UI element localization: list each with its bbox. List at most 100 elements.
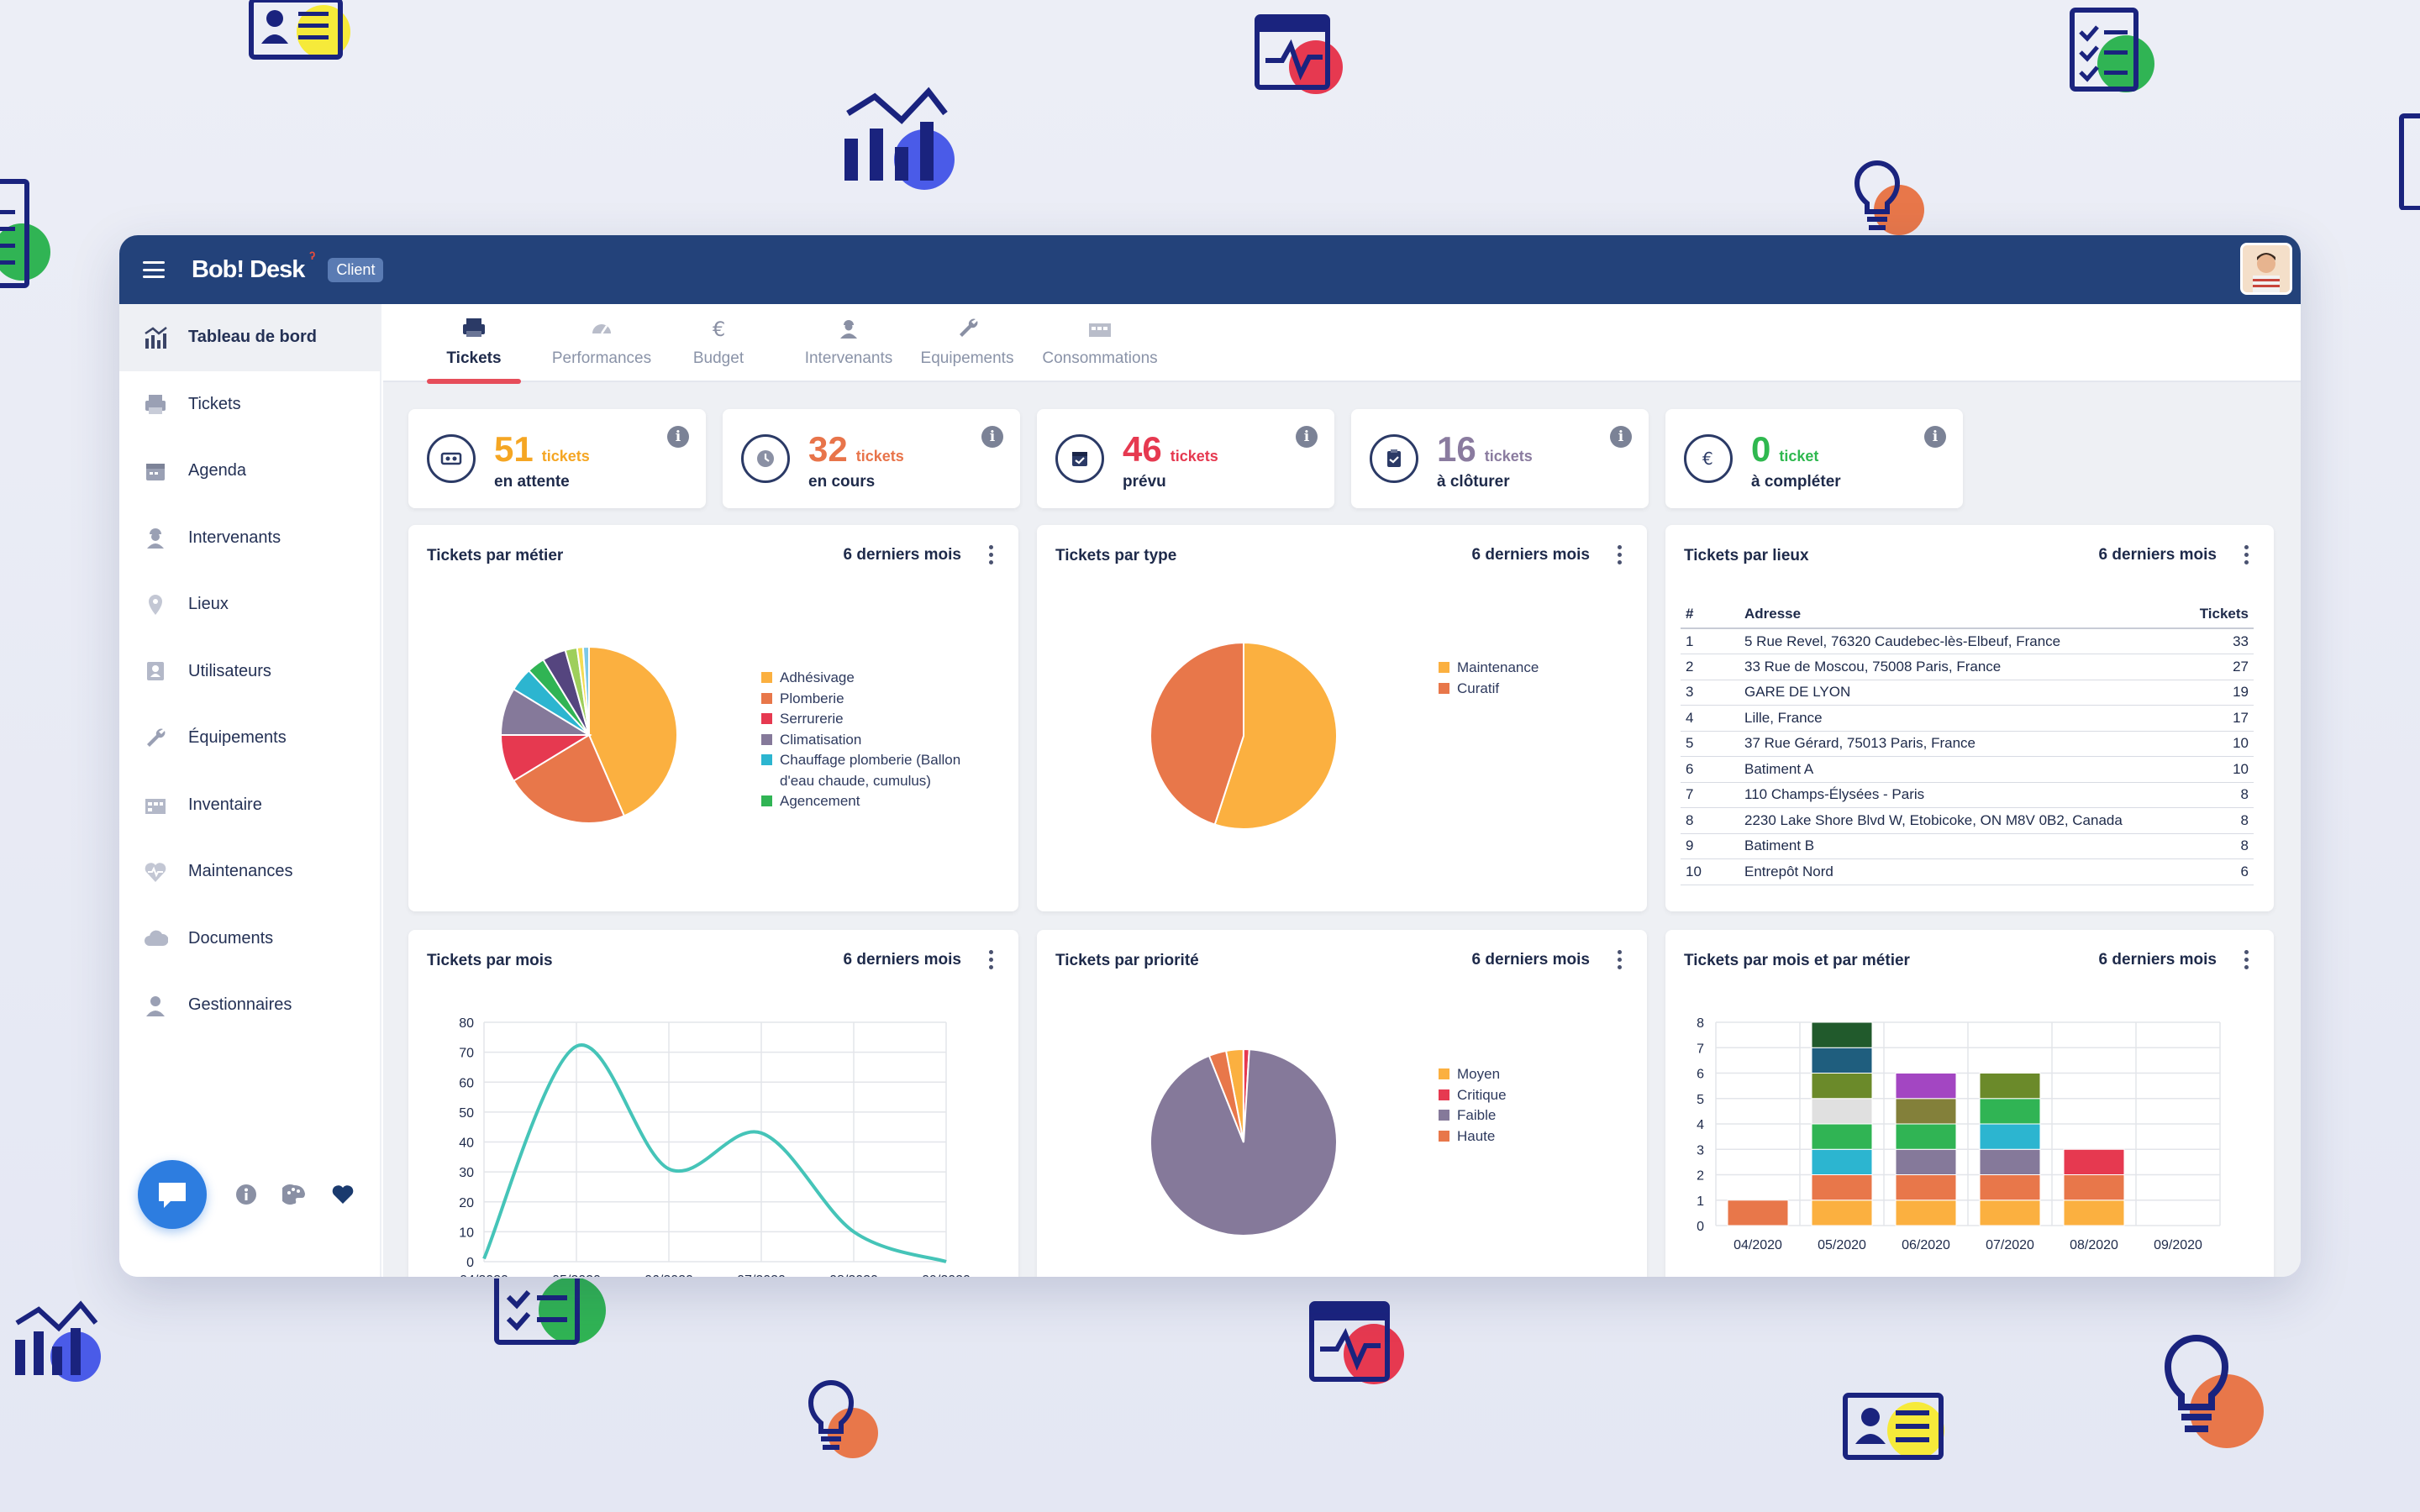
more-options-icon[interactable] (986, 950, 995, 970)
info-icon[interactable]: i (667, 426, 689, 448)
sidebar-item-inventaire[interactable]: Inventaire (119, 772, 380, 839)
legend-item[interactable]: Agencement (761, 791, 997, 812)
tab-consommations[interactable]: Consommations (1035, 304, 1165, 382)
sidebar-item-maintenances[interactable]: Maintenances (119, 838, 380, 906)
table-row[interactable]: 4 Lille, France 17 (1681, 705, 2254, 732)
bar-segment[interactable] (2063, 1174, 2125, 1201)
bar-segment[interactable] (1895, 1174, 1957, 1201)
sidebar-item-agenda[interactable]: Agenda (119, 438, 380, 505)
table-row[interactable]: 3 GARE DE LYON 19 (1681, 680, 2254, 706)
sidebar-item-tableau-de-bord[interactable]: Tableau de bord (119, 304, 380, 371)
table-row[interactable]: 2 33 Rue de Moscou, 75008 Paris, France 27 (1681, 654, 2254, 680)
more-options-icon[interactable] (2242, 950, 2250, 970)
legend-item[interactable]: Critique (1439, 1085, 1607, 1106)
legend-item[interactable]: Maintenance (1439, 658, 1607, 679)
legend-item[interactable]: Serrurerie (761, 709, 997, 730)
period-selector[interactable]: 6 derniers mois (2098, 951, 2217, 969)
bar-segment[interactable] (1895, 1073, 1957, 1100)
info-icon[interactable]: i (981, 426, 1003, 448)
tab-tickets[interactable]: Tickets (427, 304, 521, 384)
table-row[interactable]: 6 Batiment A 10 (1681, 756, 2254, 783)
stat-card-5[interactable]: €0 ticket à compléter i (1665, 409, 1963, 508)
table-row[interactable]: 10 Entrepôt Nord 6 (1681, 858, 2254, 885)
brand-logo[interactable]: Bob! Desk ˀ (192, 249, 315, 283)
sidebar-item-gestionnaires[interactable]: Gestionnaires (119, 972, 380, 1039)
bar-segment[interactable] (1811, 1021, 1873, 1048)
sidebar-item-intervenants[interactable]: Intervenants (119, 505, 380, 572)
bar-segment[interactable] (1811, 1148, 1873, 1175)
bar-segment[interactable] (1979, 1174, 2041, 1201)
bar-segment[interactable] (1811, 1174, 1873, 1201)
legend-item[interactable]: Faible (1439, 1105, 1607, 1126)
legend-item[interactable]: Climatisation (761, 730, 997, 751)
pie-slice-10[interactable] (581, 647, 590, 736)
table-row[interactable]: 7 110 Champs-Élysées - Paris 8 (1681, 782, 2254, 808)
sidebar-item-tickets[interactable]: Tickets (119, 371, 380, 438)
bar-segment[interactable] (1811, 1123, 1873, 1150)
bar-segment[interactable] (1979, 1123, 2041, 1150)
stat-card-3[interactable]: 46 tickets prévu i (1037, 409, 1334, 508)
period-selector[interactable]: 6 derniers mois (843, 546, 961, 564)
bar-segment[interactable] (1895, 1123, 1957, 1150)
bar-segment[interactable] (1811, 1098, 1873, 1125)
pie-slice-2[interactable] (1150, 643, 1244, 826)
sidebar-item-lieux[interactable]: Lieux (119, 571, 380, 638)
menu-icon[interactable] (143, 261, 165, 278)
period-selector[interactable]: 6 derniers mois (1471, 951, 1590, 969)
sidebar-item-equipements[interactable]: Équipements (119, 705, 380, 772)
bar-segment[interactable] (1979, 1073, 2041, 1100)
legend-item[interactable]: Haute (1439, 1126, 1607, 1147)
more-options-icon[interactable] (1615, 545, 1623, 565)
legend-item[interactable]: Plomberie (761, 689, 997, 710)
stat-card-1[interactable]: 51 tickets en attente i (408, 409, 706, 508)
bar-segment[interactable] (1811, 1047, 1873, 1074)
sidebar-item-utilisateurs[interactable]: Utilisateurs (119, 638, 380, 706)
sidebar-item-documents[interactable]: Documents (119, 906, 380, 973)
more-options-icon[interactable] (1615, 950, 1623, 970)
series-line[interactable] (482, 1043, 947, 1263)
chat-button[interactable] (138, 1160, 207, 1229)
more-options-icon[interactable] (2242, 545, 2250, 565)
legend-item[interactable]: Curatif (1439, 679, 1607, 700)
palette-icon[interactable] (282, 1184, 306, 1205)
pie-slice-2[interactable] (512, 733, 626, 823)
pie-slice-3[interactable] (1150, 1049, 1337, 1236)
heart-icon[interactable] (331, 1184, 355, 1205)
user-avatar[interactable] (2240, 243, 2292, 295)
bar-segment[interactable] (1727, 1200, 1789, 1226)
info-icon[interactable]: i (1924, 426, 1946, 448)
bar-segment[interactable] (2063, 1148, 2125, 1175)
bar-segment[interactable] (1895, 1148, 1957, 1175)
tab-performances[interactable]: Performances (547, 304, 656, 382)
tab-budget[interactable]: € Budget (686, 304, 751, 382)
table-row[interactable]: 8 2230 Lake Shore Blvd W, Etobicoke, ON M… (1681, 807, 2254, 834)
stat-card-4[interactable]: 16 tickets à clôturer i (1351, 409, 1649, 508)
bar-segment[interactable] (1811, 1200, 1873, 1226)
period-selector[interactable]: 6 derniers mois (843, 951, 961, 969)
bar-segment[interactable] (1979, 1200, 2041, 1226)
bar-segment[interactable] (1811, 1073, 1873, 1100)
info-icon[interactable]: i (1296, 426, 1318, 448)
legend-item[interactable]: Chauffage plomberie (Ballon d'eau chaude… (761, 750, 997, 791)
pie-slice-1[interactable] (588, 647, 677, 817)
legend-item[interactable]: Adhésivage (761, 668, 997, 689)
legend-item[interactable]: Moyen (1439, 1064, 1607, 1085)
pie-slice-1[interactable] (1213, 643, 1337, 829)
bar-segment[interactable] (1979, 1098, 2041, 1125)
tab-intervenants[interactable]: Intervenants (798, 304, 899, 382)
info-icon[interactable]: i (1610, 426, 1632, 448)
tab-equipements[interactable]: Equipements (916, 304, 1018, 382)
period-selector[interactable]: 6 derniers mois (2098, 546, 2217, 564)
more-options-icon[interactable] (986, 545, 995, 565)
bar-segment[interactable] (2063, 1200, 2125, 1226)
bar-segment[interactable] (1895, 1098, 1957, 1125)
bar-segment[interactable] (1895, 1200, 1957, 1226)
table-row[interactable]: 5 37 Rue Gérard, 75013 Paris, France 10 (1681, 731, 2254, 757)
period-selector[interactable]: 6 derniers mois (1471, 546, 1590, 564)
bar-segment[interactable] (1979, 1148, 2041, 1175)
stat-card-2[interactable]: 32 tickets en cours i (723, 409, 1020, 508)
info-icon[interactable] (235, 1184, 257, 1205)
pie-slice-4[interactable] (1207, 1049, 1244, 1143)
